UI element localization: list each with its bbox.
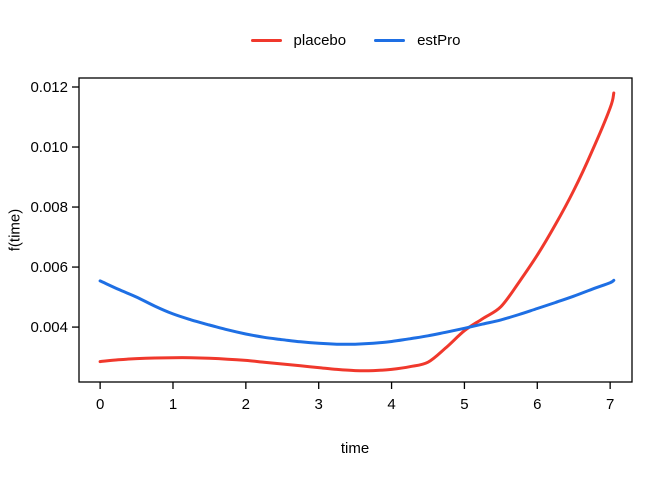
- placebo-line-swatch: [250, 38, 282, 42]
- y-tick-label: 0.008: [30, 199, 68, 216]
- x-axis-title: time: [340, 440, 370, 457]
- x-tick-label: 3: [315, 396, 323, 413]
- x-tick-label: 0: [96, 396, 104, 413]
- x-tick-label: 2: [242, 396, 250, 413]
- x-tick-label: 1: [169, 396, 177, 413]
- x-tick-label: 6: [533, 396, 541, 413]
- legend-label-estpro: estPro: [417, 31, 461, 49]
- legend-item-placebo: placebo: [250, 31, 347, 49]
- placebo-curve: [98, 91, 616, 373]
- y-tick-label: 0.012: [30, 79, 68, 96]
- y-tick-label: 0.006: [30, 259, 68, 276]
- x-tick-label: 4: [387, 396, 395, 413]
- legend-item-estpro: estPro: [374, 32, 460, 49]
- legend: placebo estPro: [79, 30, 632, 50]
- x-tick-label: 5: [460, 396, 468, 413]
- estPro-curve: [98, 278, 616, 346]
- y-tick-label: 0.004: [30, 319, 68, 336]
- legend-label-placebo: placebo: [293, 31, 347, 49]
- y-tick-label: 0.010: [30, 139, 68, 156]
- x-tick-label: 7: [606, 396, 614, 413]
- plot-border: [78, 77, 633, 383]
- estpro-line-swatch: [374, 38, 406, 42]
- y-axis-title: f(time): [6, 208, 24, 252]
